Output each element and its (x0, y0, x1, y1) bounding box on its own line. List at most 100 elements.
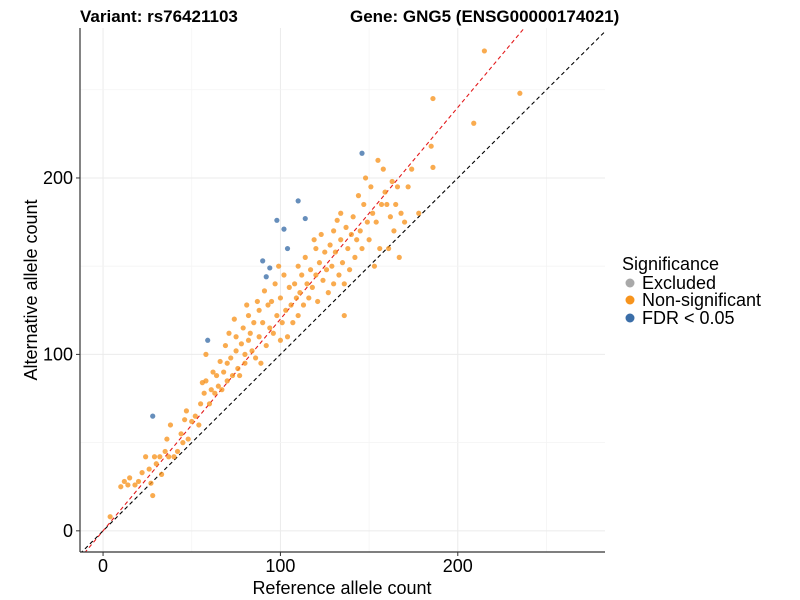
data-point (316, 260, 323, 266)
data-point (345, 245, 351, 252)
x-tick-label: 0 (98, 556, 108, 576)
data-point (382, 189, 388, 195)
x-tick-label: 200 (443, 556, 473, 576)
data-point (302, 215, 308, 222)
data-point (371, 263, 378, 269)
data-point (343, 224, 349, 230)
data-point (268, 298, 275, 305)
data-point (153, 461, 159, 467)
data-point (292, 281, 298, 287)
reference-line (84, 28, 526, 552)
data-point (302, 254, 308, 260)
data-point (366, 237, 372, 243)
data-point (334, 217, 340, 223)
y-tick-label: 200 (43, 168, 73, 188)
data-point (135, 478, 142, 485)
data-point (391, 228, 397, 234)
axes: 0 100 200 0 100 200 (43, 28, 605, 576)
data-point (245, 312, 252, 319)
data-point (384, 201, 390, 208)
data-point (256, 334, 262, 340)
data-point (267, 265, 273, 271)
data-point (338, 237, 344, 243)
data-point (293, 295, 299, 301)
reference-line (80, 31, 605, 552)
data-point (238, 341, 245, 347)
data-point (377, 245, 383, 252)
data-point (331, 281, 337, 287)
data-point (348, 231, 354, 238)
data-point (295, 198, 301, 204)
data-point (315, 298, 321, 305)
data-point (203, 378, 209, 384)
y-tick-label: 0 (63, 521, 73, 541)
data-point (354, 237, 360, 243)
data-point (118, 484, 124, 490)
data-point (517, 90, 523, 96)
data-point (281, 272, 287, 278)
data-point (201, 390, 207, 396)
chart-title-gene: Gene: GNG5 (ENSG00000174021) (350, 7, 619, 26)
data-point (387, 214, 393, 220)
data-point (352, 254, 358, 260)
data-point (481, 48, 487, 54)
x-tick-label: 100 (265, 556, 295, 576)
data-point (380, 166, 386, 172)
data-point (233, 348, 239, 354)
data-point (270, 330, 276, 336)
data-point (430, 164, 436, 170)
data-point (263, 274, 269, 280)
chart-title-variant: Variant: rs76421103 (80, 7, 238, 26)
data-point (313, 272, 319, 278)
data-point (393, 201, 399, 208)
data-point (212, 390, 218, 396)
data-point (252, 355, 259, 361)
data-point (183, 408, 190, 414)
data-point (182, 417, 188, 423)
data-point (281, 226, 287, 232)
data-point (217, 358, 223, 365)
data-point (206, 401, 213, 407)
data-point (224, 378, 230, 384)
data-point (162, 448, 168, 455)
data-point (166, 454, 172, 460)
data-point (364, 219, 370, 225)
legend-title: Significance (622, 254, 719, 274)
data-point (219, 387, 225, 393)
data-point (260, 258, 266, 264)
data-point (237, 372, 243, 379)
data-point (221, 369, 227, 375)
legend-label-excluded: Excluded (642, 273, 716, 293)
data-point (409, 166, 415, 172)
data-point (158, 471, 165, 477)
data-point (143, 454, 149, 460)
data-point (430, 95, 436, 102)
data-point (125, 482, 131, 488)
data-point (150, 492, 156, 499)
data-point (247, 330, 253, 336)
data-point (325, 290, 331, 296)
data-point (240, 325, 246, 331)
data-point (329, 263, 335, 269)
data-point (405, 184, 411, 190)
data-point (189, 418, 195, 425)
data-point (322, 249, 328, 255)
data-point (341, 281, 347, 287)
data-point (245, 337, 252, 343)
data-point (341, 312, 347, 319)
data-point (288, 302, 294, 308)
data-point (139, 470, 145, 476)
data-point (213, 372, 220, 379)
data-point (171, 454, 177, 460)
data-point (362, 175, 369, 181)
data-point (263, 342, 269, 349)
data-point (198, 401, 204, 407)
data-point (279, 320, 285, 326)
data-point (295, 312, 301, 319)
data-point (361, 201, 367, 208)
data-point (224, 360, 230, 366)
data-point (339, 260, 346, 266)
data-point (277, 295, 284, 301)
data-point (309, 284, 315, 290)
